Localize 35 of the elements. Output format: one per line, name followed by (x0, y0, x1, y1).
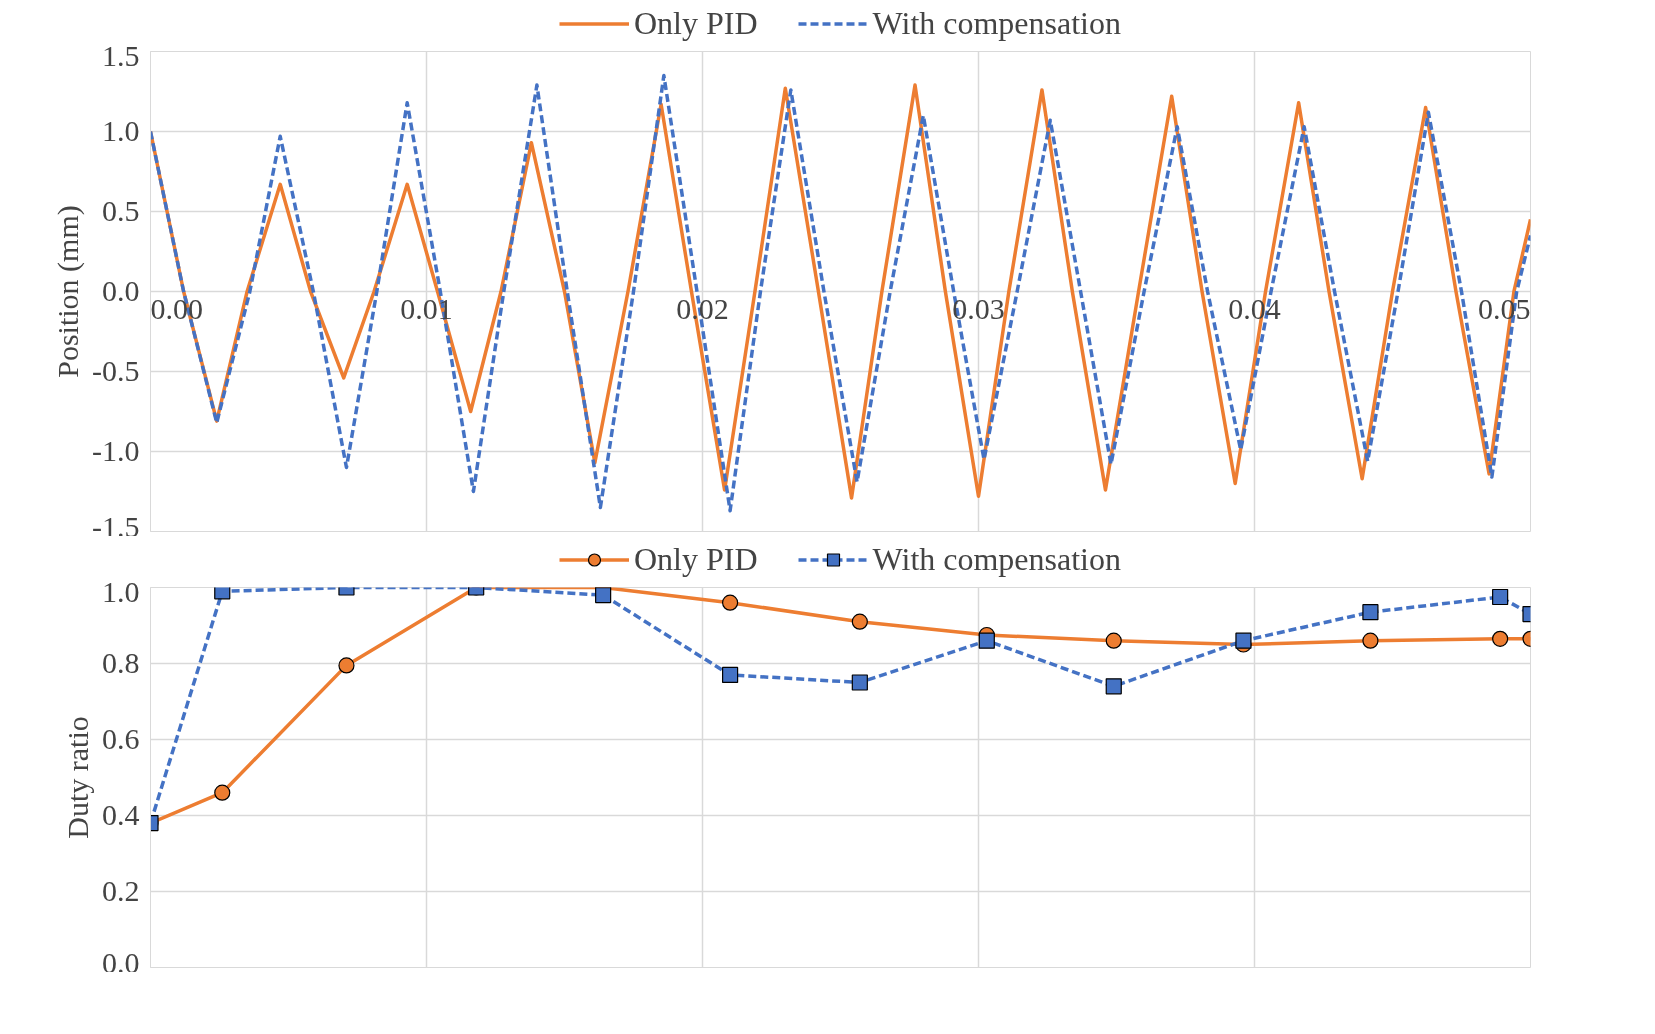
point (722, 594, 739, 611)
y-tick-label: -1.0 (92, 434, 140, 467)
y-tick-label: 0.6 (102, 722, 140, 755)
point (722, 666, 739, 683)
y-tick-label: -0.5 (92, 354, 140, 387)
point (1105, 632, 1122, 649)
point (338, 657, 355, 674)
y-tick-label: -1.5 (92, 509, 140, 543)
y-axis-title: Position (mm) (51, 205, 86, 378)
legend-label: With compensation (872, 540, 1121, 578)
x-tick-label: 0.03 (952, 291, 1005, 325)
y-tick-label: 0.8 (102, 646, 140, 679)
point (1105, 678, 1122, 695)
point (1492, 588, 1509, 606)
y-tick-label: 0.5 (102, 194, 140, 227)
point (851, 613, 868, 630)
legend-label: With compensation (872, 4, 1121, 42)
point (214, 784, 231, 801)
point (851, 674, 868, 691)
y-tick-label: 1.0 (102, 574, 140, 608)
legend-label: Only PID (634, 540, 758, 578)
y-axis-title: Duty ratio (61, 716, 94, 839)
point (1362, 604, 1379, 621)
y-tick-label: 0.0 (102, 274, 140, 307)
y-tick-label: 0.2 (102, 874, 140, 907)
legend-label: Only PID (634, 4, 758, 42)
y-tick-label: 0.0 (102, 945, 140, 979)
point (978, 632, 995, 649)
y-tick-label: 1.5 (102, 38, 140, 72)
point (1492, 630, 1509, 647)
point (595, 587, 612, 604)
point (1362, 632, 1379, 649)
y-tick-label: 1.0 (102, 114, 140, 147)
point (1235, 632, 1252, 649)
y-tick-label: 0.4 (102, 798, 140, 831)
